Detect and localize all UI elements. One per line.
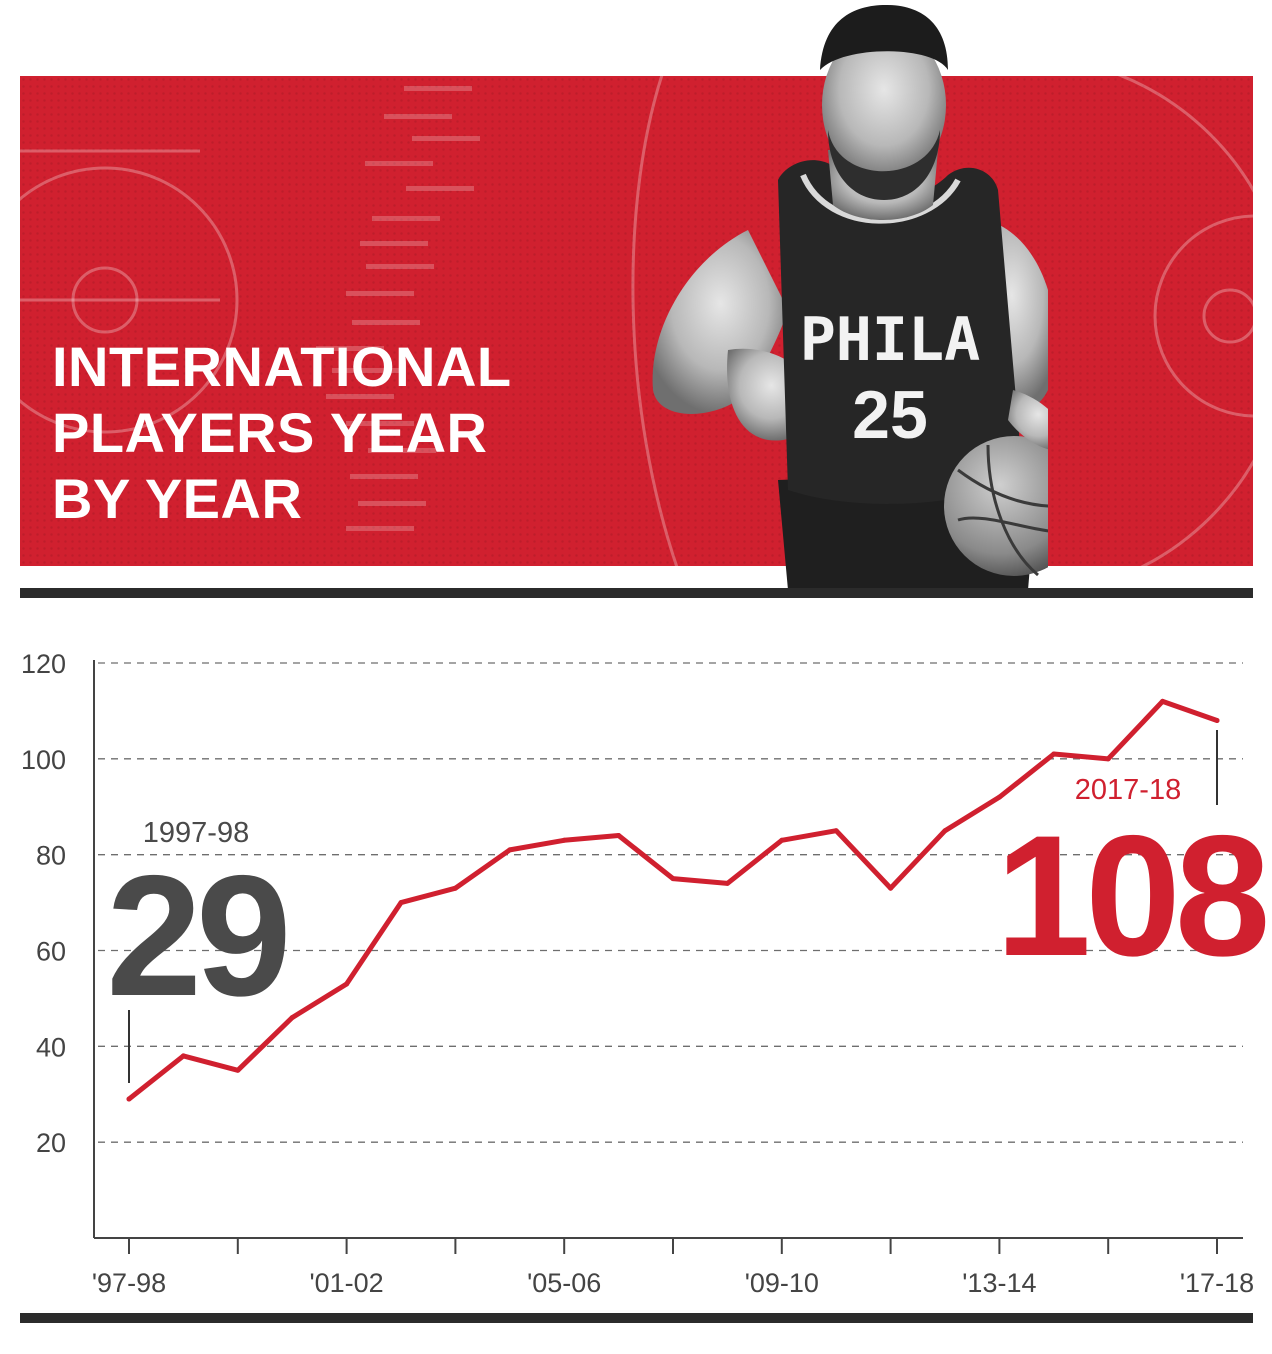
y-tick-label-40: 40 <box>36 1032 66 1062</box>
right-court-circle <box>1153 214 1253 418</box>
jersey-number: 25 <box>852 377 928 453</box>
y-tick-label-120: 120 <box>21 649 66 679</box>
x-tick-label-2013-14: '13-14 <box>962 1268 1036 1298</box>
left-court-arc <box>20 166 239 434</box>
center-court-arc <box>631 76 679 566</box>
court-lines-graphic <box>20 76 1253 566</box>
gridlines <box>98 662 1243 1143</box>
data-point-2003-04 <box>452 885 458 891</box>
x-tick-label-2005-06: '05-06 <box>527 1268 601 1298</box>
data-point-2004-05 <box>507 847 513 853</box>
data-point-1997-98 <box>126 1096 132 1102</box>
data-point-2005-06 <box>561 837 567 843</box>
page-title: INTERNATIONAL PLAYERS YEAR BY YEAR <box>52 334 612 532</box>
yard-dash-marks <box>316 86 480 531</box>
data-point-2010-11 <box>833 828 839 834</box>
end-callout-season: 2017-18 <box>1075 774 1181 806</box>
title-line-2: PLAYERS YEAR <box>52 401 488 464</box>
data-point-2015-16 <box>1105 756 1111 762</box>
right-court-hoop <box>1202 288 1253 344</box>
start-callout-value: 29 <box>106 840 286 1032</box>
data-point-2007-08 <box>670 876 676 882</box>
data-point-2000-01 <box>289 1015 295 1021</box>
x-tick-label-2009-10: '09-10 <box>745 1268 819 1298</box>
title-line-1: INTERNATIONAL <box>52 335 512 398</box>
right-court-arc <box>1117 76 1253 566</box>
data-point-2009-10 <box>779 837 785 843</box>
data-point-2017-18 <box>1214 718 1220 723</box>
data-point-1999-00 <box>235 1067 241 1073</box>
data-point-2013-14 <box>996 794 1002 800</box>
jersey-text: PHILA <box>800 305 981 375</box>
data-point-2008-09 <box>724 880 730 886</box>
bottom-divider <box>20 1313 1253 1323</box>
data-point-2001-02 <box>344 981 350 987</box>
y-tick-label-80: 80 <box>36 841 66 871</box>
y-tick-label-60: 60 <box>36 937 66 967</box>
end-callout-value: 108 <box>996 800 1266 992</box>
y-tick-label-20: 20 <box>36 1128 66 1158</box>
y-tick-label-100: 100 <box>21 745 66 775</box>
top-divider <box>20 588 1253 598</box>
start-callout-season: 1997-98 <box>143 817 249 849</box>
series-line <box>126 698 1220 1102</box>
axes <box>93 660 1243 1254</box>
x-tick-label-1997-98: '97-98 <box>92 1268 166 1298</box>
data-point-2016-17 <box>1160 698 1166 704</box>
title-line-3: BY YEAR <box>52 467 303 530</box>
basketball-player-illustration: PHILA 25 <box>652 5 1048 590</box>
y-tick-labels: 20 40 60 80 100 120 <box>21 649 66 1158</box>
data-point-2002-03 <box>398 900 404 906</box>
x-tick-label-2001-02: '01-02 <box>309 1268 383 1298</box>
data-point-2011-12 <box>888 885 894 891</box>
data-point-2006-07 <box>616 833 622 838</box>
data-point-1998-99 <box>180 1053 186 1059</box>
data-point-2012-13 <box>942 828 948 834</box>
x-tick-labels: '97-98 '01-02 '05-06 '09-10 '13-14 '17-18 <box>92 1268 1254 1298</box>
left-court-circle <box>71 266 139 334</box>
data-point-2014-15 <box>1051 751 1057 757</box>
x-tick-label-2017-18: '17-18 <box>1180 1268 1254 1298</box>
end-callout: 2017-18 108 <box>996 730 1272 992</box>
start-callout: 1997-98 29 <box>106 817 292 1083</box>
